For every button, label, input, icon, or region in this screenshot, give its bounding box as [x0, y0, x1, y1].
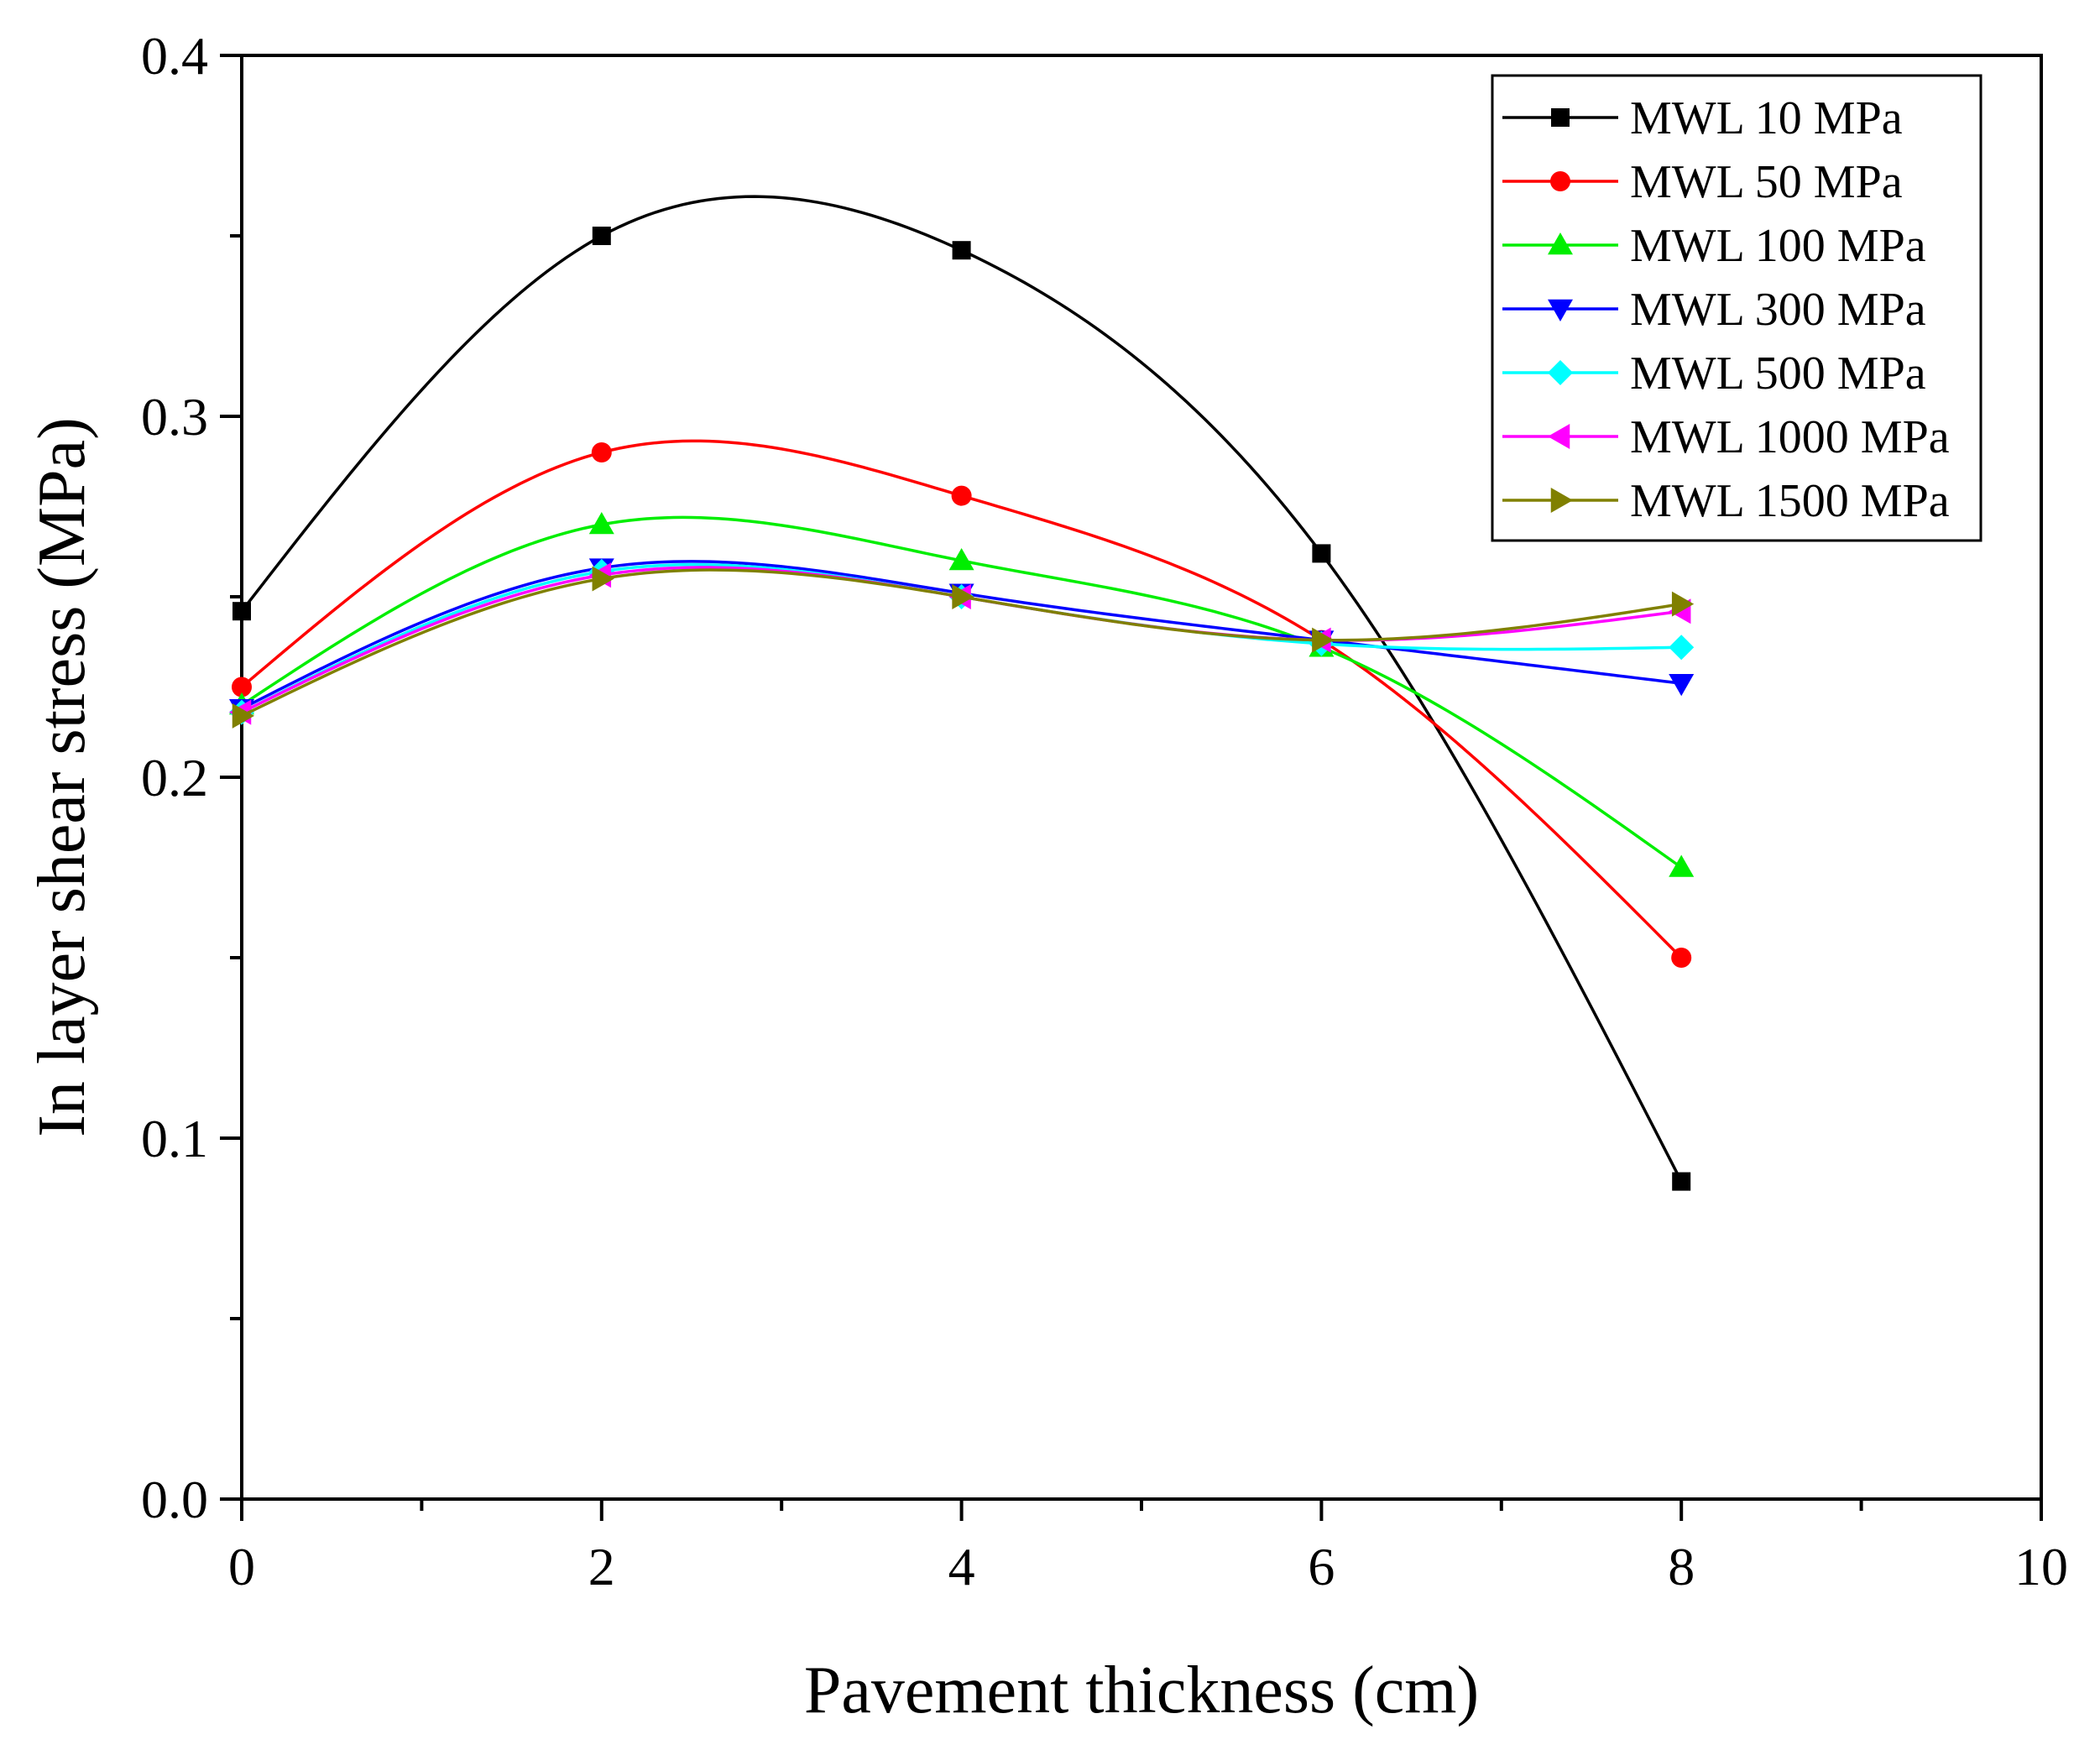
y-tick-label: 0.0: [141, 1470, 208, 1529]
legend-item: MWL 300 MPa: [1502, 284, 1926, 336]
legend-marker: [1548, 299, 1573, 321]
data-point: [232, 677, 252, 697]
y-tick-label: 0.4: [141, 26, 208, 86]
legend-item: MWL 10 MPa: [1502, 92, 1903, 144]
x-tick-label: 6: [1308, 1537, 1335, 1596]
data-point: [1669, 673, 1695, 697]
x-tick-label: 4: [948, 1537, 975, 1596]
y-axis: 0.0 0.1 0.2 0.3 0.4: [141, 26, 242, 1529]
x-tick-label: 0: [228, 1537, 255, 1596]
legend-marker: [1550, 488, 1573, 513]
series-0: [232, 195, 1691, 1191]
series-3: [229, 558, 1695, 722]
data-point: [1672, 1172, 1691, 1191]
legend: MWL 10 MPa MWL 50 MPa MWL 100 MPa MWL 300 M…: [1491, 74, 1982, 542]
series-1: [232, 439, 1692, 968]
legend-marker: [1550, 171, 1570, 191]
legend-label: MWL 1500 MPa: [1630, 475, 1950, 527]
legend-marker: [1548, 232, 1573, 255]
data-point: [588, 512, 614, 535]
data-point: [948, 548, 974, 571]
x-axis-title: Pavement thickness (cm): [804, 1654, 1479, 1727]
legend-label: MWL 50 MPa: [1630, 156, 1903, 208]
data-point: [1312, 544, 1331, 563]
legend-item: MWL 1000 MPa: [1502, 411, 1950, 463]
x-tick-label: 10: [2014, 1537, 2068, 1596]
x-axis: 0 2 4 6 8 10: [228, 1499, 2068, 1596]
legend-label: MWL 100 MPa: [1630, 220, 1926, 272]
series-line: [240, 439, 1683, 959]
series-6: [232, 566, 1695, 729]
x-tick-label: 2: [588, 1537, 615, 1596]
legend-label: MWL 300 MPa: [1630, 284, 1926, 336]
legend-item: MWL 100 MPa: [1502, 220, 1926, 272]
series-group: [229, 195, 1695, 1191]
series-2: [229, 512, 1695, 877]
data-point: [232, 703, 254, 729]
legend-label: MWL 10 MPa: [1630, 92, 1903, 144]
data-point: [1671, 591, 1695, 617]
data-point: [232, 602, 251, 621]
legend-label: MWL 1000 MPa: [1630, 411, 1950, 463]
y-tick-label: 0.3: [141, 387, 208, 447]
data-point: [592, 566, 614, 592]
data-point: [1671, 948, 1692, 968]
series-line: [240, 195, 1683, 1183]
data-point: [952, 241, 971, 260]
legend-label: MWL 500 MPa: [1630, 347, 1926, 400]
data-point: [951, 485, 972, 506]
data-point: [1312, 627, 1335, 653]
y-tick-label: 0.1: [141, 1109, 208, 1168]
legend-marker: [1551, 108, 1570, 127]
y-tick-label: 0.2: [141, 748, 208, 807]
data-point: [592, 227, 611, 245]
data-point: [1669, 854, 1695, 877]
x-tick-label: 8: [1668, 1537, 1695, 1596]
legend-marker: [1548, 424, 1570, 449]
legend-marker: [1548, 360, 1573, 385]
data-point: [1669, 635, 1695, 661]
data-point: [952, 584, 974, 609]
data-point: [591, 442, 612, 462]
legend-item: MWL 1500 MPa: [1502, 475, 1950, 527]
y-axis-title: In layer shear stress (MPa): [25, 417, 99, 1137]
legend-item: MWL 50 MPa: [1502, 156, 1903, 208]
legend-item: MWL 500 MPa: [1502, 347, 1926, 400]
